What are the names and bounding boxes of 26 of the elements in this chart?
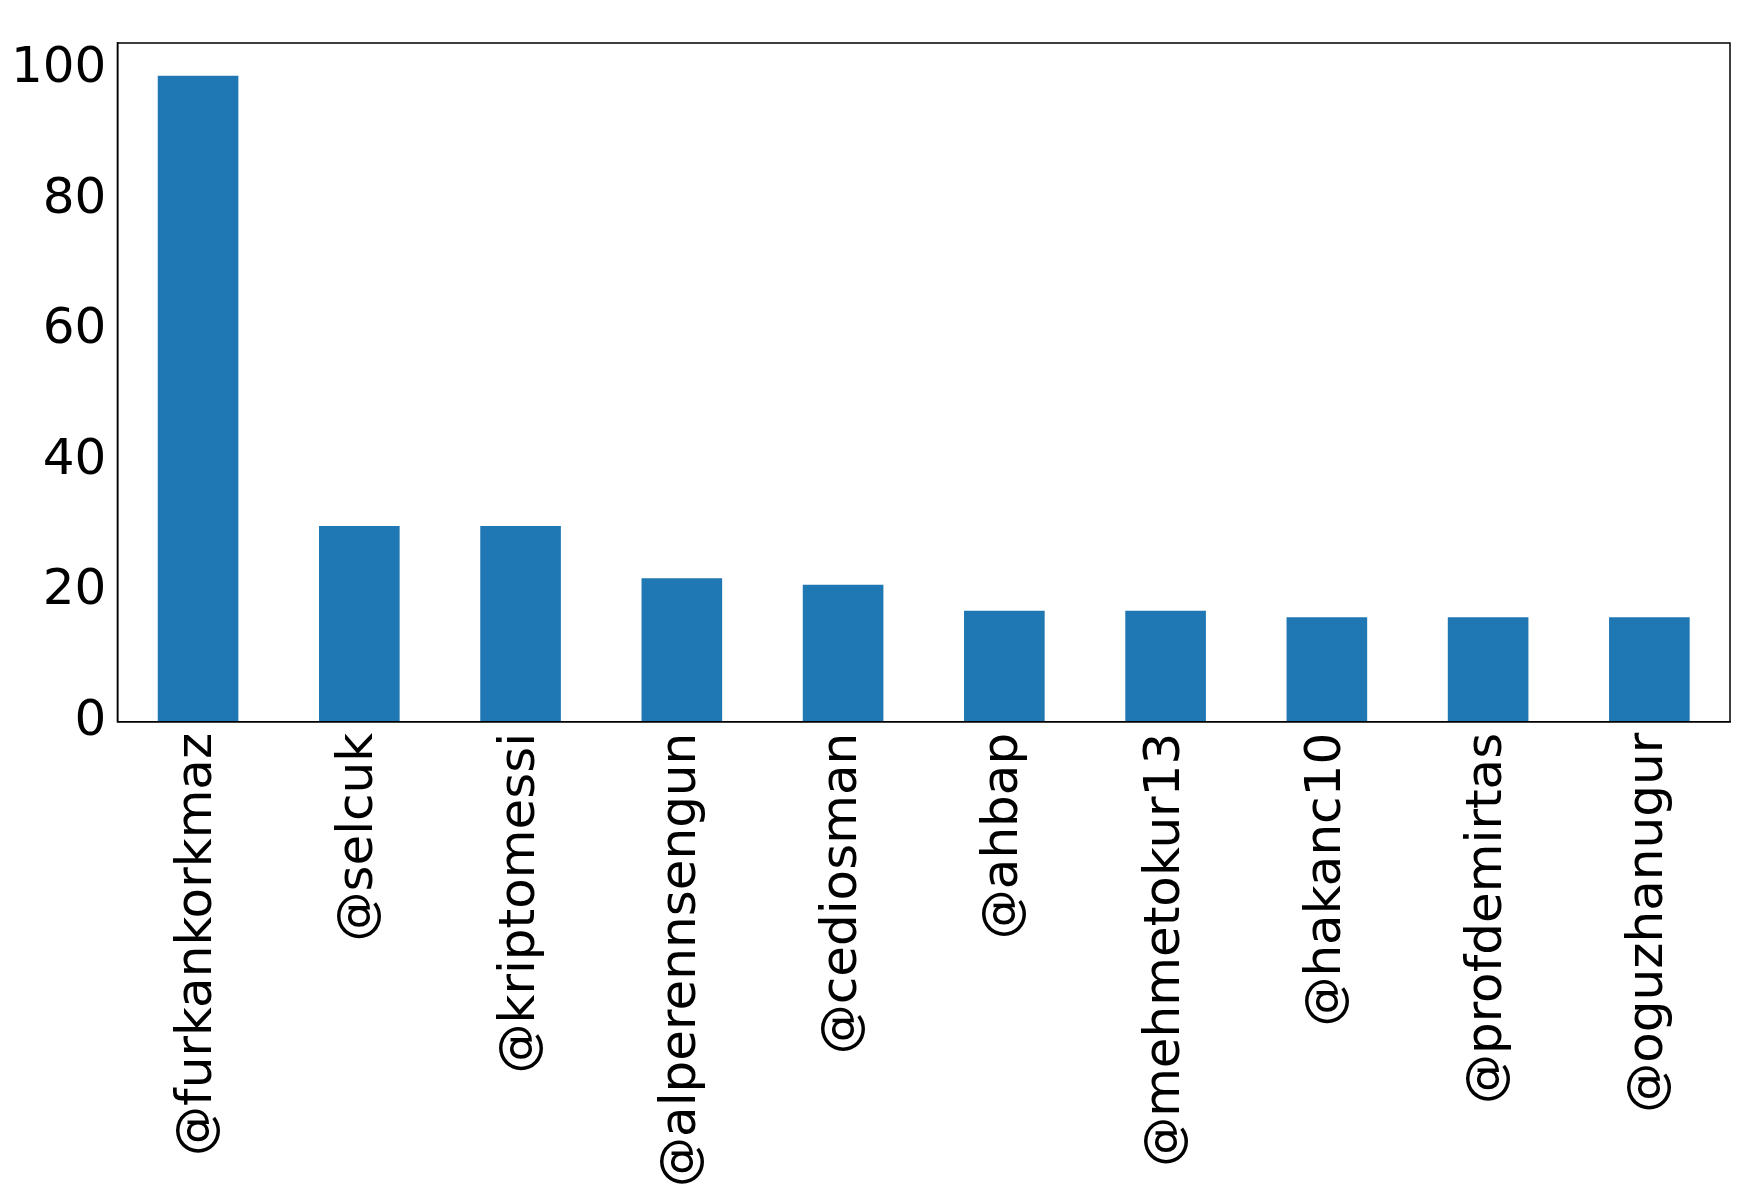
bar xyxy=(964,610,1045,722)
bar xyxy=(157,75,239,722)
y-tick-label: 60 xyxy=(42,297,107,356)
bar xyxy=(1125,610,1206,722)
bar xyxy=(319,525,400,722)
bar xyxy=(641,578,723,722)
y-tick-label: 100 xyxy=(11,36,107,95)
x-tick-label: @cediosman xyxy=(810,732,869,1055)
x-tick-label: @oguzhanugur xyxy=(1616,732,1675,1113)
x-tick-label: @furkankorkmaz xyxy=(165,732,224,1156)
bar xyxy=(1447,617,1529,722)
x-tick-label: @selcuk xyxy=(326,732,385,942)
y-tick-label: 0 xyxy=(74,688,107,747)
y-tick-label: 20 xyxy=(42,558,107,617)
y-tick-label: 40 xyxy=(42,427,107,486)
x-tick-label: @alperennsengun xyxy=(648,732,707,1187)
bar xyxy=(1286,617,1368,722)
y-tick-label: 80 xyxy=(42,166,107,225)
x-tick-label: @mehmetokur13 xyxy=(1132,732,1191,1167)
x-tick-label: @ahbap xyxy=(971,732,1030,940)
x-tick-label: @kriptomessi xyxy=(487,732,546,1074)
bar xyxy=(480,525,561,722)
bar xyxy=(802,584,884,722)
x-tick-label: @hakanc10 xyxy=(1293,732,1352,1027)
x-tick-label: @profdemirtas xyxy=(1455,732,1514,1105)
bar xyxy=(1609,617,1690,722)
